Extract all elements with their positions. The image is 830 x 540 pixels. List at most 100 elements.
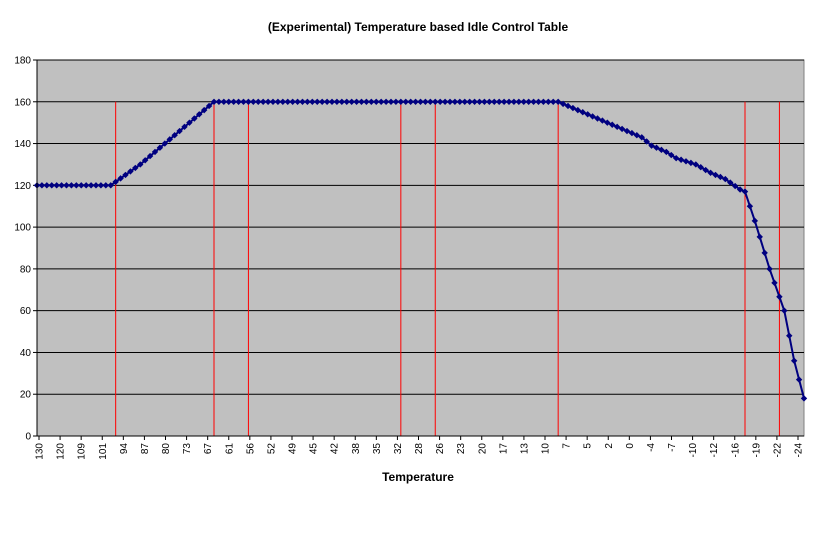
x-tick-label: -24	[794, 443, 805, 458]
y-tick-label: 80	[20, 264, 32, 275]
data-point	[623, 127, 631, 135]
y-tick-label: 100	[14, 223, 31, 234]
data-point	[141, 157, 149, 164]
data-point	[87, 182, 95, 189]
x-tick-label: 52	[266, 443, 277, 455]
data-point	[333, 98, 341, 105]
data-point	[181, 123, 188, 131]
data-point	[790, 357, 798, 364]
x-tick-label: 38	[351, 443, 362, 455]
data-point	[318, 98, 326, 105]
x-tick-label: 35	[372, 443, 383, 455]
x-tick-label: 42	[330, 443, 341, 455]
data-point	[117, 175, 124, 182]
data-point	[422, 98, 429, 105]
data-point	[731, 182, 739, 190]
data-point	[545, 98, 552, 105]
data-point	[751, 217, 759, 225]
data-point	[245, 98, 252, 105]
data-point	[240, 98, 247, 105]
data-point	[151, 148, 159, 156]
x-tick-label: -10	[688, 443, 699, 458]
x-tick-label: 120	[56, 443, 67, 460]
data-point	[761, 249, 768, 257]
data-point	[677, 156, 685, 163]
x-tick-label: 7	[562, 443, 573, 449]
data-point	[510, 98, 518, 105]
data-point	[38, 182, 46, 189]
data-point	[707, 169, 714, 176]
y-tick-label: 120	[14, 181, 31, 192]
data-point	[156, 144, 164, 151]
y-tick-label: 60	[20, 306, 32, 317]
x-tick-label: 0	[625, 443, 636, 449]
data-point	[137, 161, 144, 168]
data-point	[127, 168, 134, 175]
data-point	[535, 98, 542, 105]
data-point	[648, 142, 655, 149]
data-point	[210, 98, 218, 105]
data-point	[225, 98, 232, 105]
data-point	[387, 98, 395, 105]
data-point	[53, 182, 60, 189]
data-point	[599, 117, 606, 124]
data-point	[304, 98, 311, 105]
x-axis-title: Temperature	[382, 470, 454, 484]
x-tick-label: 20	[477, 443, 488, 455]
data-point	[259, 98, 267, 105]
data-point	[717, 173, 724, 181]
x-tick-label: 28	[414, 443, 425, 455]
data-point	[609, 121, 616, 128]
data-point	[505, 98, 513, 105]
x-tick-labels: 130 120 109 101 94 87 80 73 67 61 56 52 49 45 42 38 35 32…	[35, 436, 805, 460]
x-tick-label: 94	[119, 443, 130, 455]
data-point	[604, 119, 611, 126]
data-point	[727, 179, 734, 186]
data-point	[392, 98, 400, 105]
x-tick-label: 5	[583, 443, 594, 449]
x-tick-label: -4	[646, 443, 657, 452]
data-point	[269, 98, 277, 105]
data-point	[279, 98, 287, 105]
data-point	[402, 98, 409, 105]
data-point	[564, 102, 572, 110]
data-point	[461, 98, 468, 105]
y-tick-labels: 0 20 40 60 80 100 120 140 160 180	[14, 56, 31, 443]
data-point	[436, 98, 444, 105]
data-point	[702, 166, 709, 174]
x-tick-label: -16	[730, 443, 741, 458]
data-point	[102, 182, 110, 189]
y-tick-label: 160	[14, 97, 31, 108]
data-point	[196, 111, 203, 118]
data-point	[697, 164, 704, 171]
data-point	[235, 98, 242, 105]
x-tick-label: -22	[772, 443, 783, 458]
data-point	[559, 100, 567, 108]
data-point	[618, 125, 626, 133]
data-point	[495, 98, 503, 105]
data-point	[515, 98, 523, 105]
x-tick-label: 26	[435, 443, 446, 455]
x-tick-label: 45	[309, 443, 320, 455]
data-point	[692, 161, 700, 168]
data-point	[451, 98, 459, 105]
data-point	[481, 98, 488, 105]
data-point	[486, 98, 493, 105]
data-point	[171, 132, 178, 139]
data-point	[382, 98, 390, 105]
data-point	[348, 98, 355, 105]
data-point	[682, 158, 690, 165]
data-point	[407, 98, 414, 105]
data-point	[200, 106, 208, 114]
x-tick-label: 10	[541, 443, 552, 455]
data-point	[550, 98, 557, 105]
data-point	[314, 98, 321, 105]
data-point	[672, 154, 680, 162]
data-point	[186, 119, 193, 126]
data-point	[43, 182, 51, 189]
data-point	[92, 182, 100, 189]
data-point	[476, 98, 483, 105]
data-point	[353, 98, 360, 105]
data-point	[309, 98, 316, 105]
